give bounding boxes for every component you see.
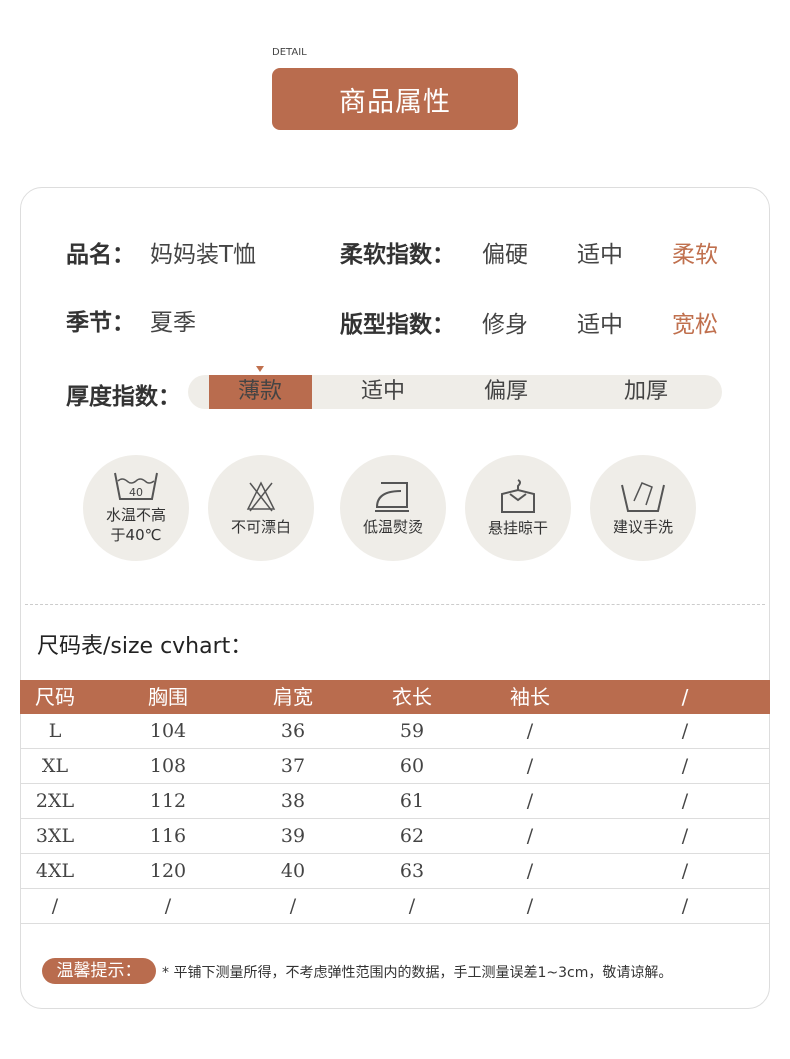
product-card bbox=[20, 187, 770, 1009]
table-cell: 59 bbox=[399, 720, 425, 742]
table-cell: XL bbox=[41, 755, 69, 777]
table-row bbox=[20, 784, 770, 819]
care-no-bleach: 不可漂白 bbox=[208, 455, 314, 561]
no-bleach-icon bbox=[246, 481, 276, 512]
season-value: 夏季 bbox=[150, 310, 196, 336]
thickness-option: 偏厚 bbox=[483, 379, 528, 404]
table-cell: 4XL bbox=[35, 860, 75, 882]
care-wash-40: 40 水温不高 于40℃ bbox=[83, 455, 189, 561]
detail-label: DETAIL bbox=[272, 47, 307, 58]
thickness-option: 加厚 bbox=[623, 379, 668, 404]
table-cell: / bbox=[681, 790, 689, 812]
table-cell: / bbox=[681, 755, 689, 777]
table-row bbox=[20, 854, 770, 889]
table-cell: / bbox=[681, 895, 689, 917]
table-cell: 116 bbox=[149, 825, 187, 847]
care-text: 悬挂晾干 bbox=[487, 519, 548, 537]
care-text: 低温熨烫 bbox=[362, 518, 423, 536]
table-cell: L bbox=[48, 720, 62, 742]
table-cell: / bbox=[408, 895, 416, 917]
table-cell: 120 bbox=[149, 860, 187, 882]
svg-text:40: 40 bbox=[129, 486, 143, 499]
softness-option-selected: 柔软 bbox=[672, 242, 718, 268]
table-cell: / bbox=[526, 860, 534, 882]
table-row bbox=[20, 714, 770, 749]
thickness-label: 厚度指数： bbox=[66, 384, 181, 410]
table-cell: 38 bbox=[280, 790, 306, 812]
column-header: 胸围 bbox=[148, 685, 188, 709]
table-cell: / bbox=[289, 895, 297, 917]
fit-option: 修身 bbox=[482, 312, 528, 338]
table-row bbox=[20, 889, 770, 924]
table-cell: 39 bbox=[280, 825, 306, 847]
table-row bbox=[20, 749, 770, 784]
column-header: 袖长 bbox=[510, 685, 550, 709]
table-cell: 61 bbox=[399, 790, 425, 812]
softness-option: 偏硬 bbox=[482, 242, 528, 268]
table-cell: 108 bbox=[149, 755, 187, 777]
section-title: 商品属性 bbox=[272, 68, 518, 130]
wash-40-icon: 40 bbox=[114, 472, 158, 500]
iron-low-icon bbox=[375, 482, 409, 512]
thickness-option-selected: 薄款 bbox=[237, 379, 282, 404]
softness-option: 适中 bbox=[577, 242, 623, 268]
fit-label: 版型指数： bbox=[340, 312, 455, 338]
table-cell: / bbox=[681, 860, 689, 882]
selected-marker-icon bbox=[256, 366, 264, 372]
table-cell: / bbox=[681, 720, 689, 742]
tip-badge: 温馨提示： bbox=[42, 958, 156, 984]
table-cell: / bbox=[526, 895, 534, 917]
table-cell: 37 bbox=[280, 755, 306, 777]
table-cell: / bbox=[681, 825, 689, 847]
divider bbox=[25, 604, 765, 605]
column-header: 肩宽 bbox=[273, 685, 313, 709]
column-header: 尺码 bbox=[35, 685, 75, 709]
table-cell: / bbox=[51, 895, 59, 917]
care-text: 水温不高 bbox=[105, 506, 166, 524]
column-header: / bbox=[681, 685, 689, 709]
care-text: 不可漂白 bbox=[230, 518, 291, 536]
table-cell: 112 bbox=[149, 790, 187, 812]
table-cell: 3XL bbox=[35, 825, 75, 847]
table-row bbox=[20, 819, 770, 854]
table-cell: 63 bbox=[399, 860, 425, 882]
table-cell: / bbox=[526, 720, 534, 742]
season-label: 季节： bbox=[66, 310, 135, 336]
table-cell: 104 bbox=[149, 720, 187, 742]
fit-option: 适中 bbox=[577, 312, 623, 338]
care-text: 于40℃ bbox=[110, 526, 162, 544]
fit-option-selected: 宽松 bbox=[672, 312, 718, 338]
softness-label: 柔软指数： bbox=[340, 242, 455, 268]
table-cell: 2XL bbox=[35, 790, 75, 812]
size-chart-title: 尺码表/size cvhart： bbox=[37, 634, 253, 659]
thickness-option: 适中 bbox=[360, 379, 405, 404]
thickness-selected-highlight bbox=[209, 375, 312, 409]
care-hand-wash: 建议手洗 bbox=[590, 455, 696, 561]
care-iron-low: 低温熨烫 bbox=[340, 455, 446, 561]
hand-wash-icon bbox=[621, 482, 665, 512]
table-cell: / bbox=[526, 825, 534, 847]
size-table-header bbox=[20, 680, 770, 714]
tip-text: * 平铺下测量所得，不考虑弹性范围内的数据，手工测量误差1~3cm，敬请谅解。 bbox=[162, 965, 673, 981]
care-hang-dry: 悬挂晾干 bbox=[465, 455, 571, 561]
hang-dry-icon bbox=[501, 479, 535, 513]
care-text: 建议手洗 bbox=[612, 518, 673, 536]
name-label: 品名： bbox=[66, 242, 135, 268]
table-cell: / bbox=[164, 895, 172, 917]
table-cell: 36 bbox=[280, 720, 306, 742]
table-cell: 40 bbox=[280, 860, 306, 882]
column-header: 衣长 bbox=[392, 685, 432, 709]
name-value: 妈妈装T恤 bbox=[150, 242, 257, 268]
table-cell: 60 bbox=[399, 755, 425, 777]
table-cell: / bbox=[526, 790, 534, 812]
table-cell: 62 bbox=[399, 825, 425, 847]
table-cell: / bbox=[526, 755, 534, 777]
